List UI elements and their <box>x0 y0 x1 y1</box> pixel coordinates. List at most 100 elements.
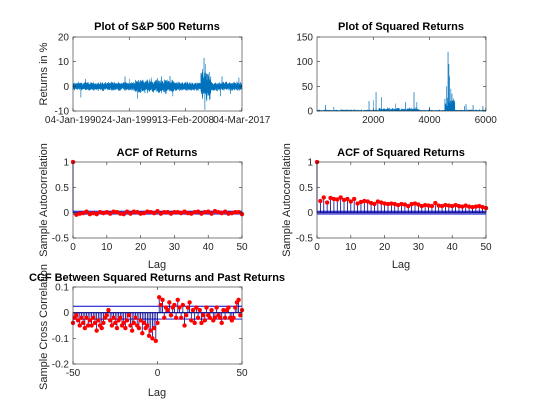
stem-marker <box>123 325 128 331</box>
stem-marker <box>156 295 162 300</box>
panel-returns-title: Plot of S&P 500 Returns <box>94 21 220 33</box>
stem-marker <box>121 320 126 326</box>
x-tick-label: 10 <box>345 242 357 253</box>
stem-marker <box>92 320 98 326</box>
x-tick-label: 04-Mar-2017 <box>213 115 271 126</box>
y-tick-label: 20 <box>58 33 70 44</box>
stem-marker <box>231 315 236 320</box>
stem-marker <box>205 209 211 214</box>
stem-marker <box>84 315 89 320</box>
y-tick-label: 100 <box>296 57 313 68</box>
stem-marker <box>129 328 135 333</box>
panel-squared-axes-box <box>316 36 487 112</box>
panel-acf-squared-xlabel: Lag <box>392 259 410 271</box>
stem-marker <box>433 200 438 206</box>
stem-marker <box>338 195 343 200</box>
stem-marker <box>104 313 110 318</box>
y-tick-label: 0 <box>63 82 69 93</box>
stem-marker <box>219 320 224 326</box>
stem-marker <box>165 307 170 313</box>
x-tick-label: 13-Feb-2008 <box>157 115 215 126</box>
y-tick-label: 0.5 <box>55 183 69 194</box>
stem-marker <box>175 297 180 303</box>
stem-marker <box>114 325 120 331</box>
stem-marker <box>190 307 196 313</box>
stem-marker <box>74 313 79 318</box>
stem-marker <box>91 315 96 320</box>
x-tick-label: 40 <box>203 242 215 253</box>
x-tick-label: -50 <box>66 368 81 379</box>
stem-marker <box>189 318 194 323</box>
x-tick-label: 6000 <box>475 115 498 126</box>
stem-marker <box>318 198 323 204</box>
y-tick-label: 10 <box>58 57 70 68</box>
x-tick-label: 04-Jan-1990 <box>45 115 102 126</box>
x-tick-label: 50 <box>236 368 248 379</box>
stem-marker <box>126 313 131 318</box>
stem-marker <box>233 305 238 310</box>
stem-marker <box>160 297 165 303</box>
stem-marker <box>155 320 160 326</box>
stem-marker <box>155 208 160 214</box>
y-tick-label: 0 <box>63 208 69 219</box>
y-tick-label: 0 <box>63 308 69 319</box>
y-tick-label: 0 <box>307 107 313 118</box>
stem-marker <box>199 320 204 326</box>
stem-marker <box>335 197 340 202</box>
panel-squared: Plot of Squared Returns 0 50 100 150 2000 400… <box>296 21 497 126</box>
panel-acf-returns: ACF of Returns Sample Autocorrelation La… <box>38 143 248 271</box>
stem-marker <box>148 328 153 333</box>
stem-marker <box>345 196 350 202</box>
stem-marker <box>178 315 184 320</box>
stem-marker <box>96 318 101 323</box>
stem-marker <box>184 313 189 318</box>
stem-marker <box>226 305 231 310</box>
stem-marker <box>136 325 142 331</box>
stem-marker <box>236 209 241 215</box>
stem-marker <box>195 209 201 214</box>
panel-ccf-title: CCF Between Squared Returns and Past Ret… <box>29 272 285 284</box>
x-tick-label: 0 <box>155 368 161 379</box>
stem-marker <box>222 315 228 320</box>
stem-marker <box>140 331 145 336</box>
y-tick-label: -0.5 <box>296 234 314 245</box>
stem-marker <box>106 307 111 313</box>
stem-marker <box>82 325 88 331</box>
stem-marker <box>124 318 130 323</box>
stem-marker <box>172 302 177 308</box>
stem-marker <box>209 307 214 313</box>
panel-squared-title: Plot of Squared Returns <box>338 21 464 33</box>
panel-acf-returns-xlabel: Lag <box>148 259 166 271</box>
stem-marker <box>204 305 209 310</box>
stem-marker <box>84 209 89 214</box>
stem-marker <box>214 305 219 310</box>
panel-acf-squared-axes-box <box>316 161 487 239</box>
stem-marker <box>209 211 214 216</box>
x-tick-label: 24-Jan-1999 <box>101 115 158 126</box>
stem-marker <box>121 211 126 217</box>
panel-returns-ylabel: Returns in % <box>38 42 50 105</box>
y-tick-label: 1 <box>63 158 69 169</box>
stem-marker <box>194 305 199 310</box>
stem-marker <box>195 315 201 320</box>
stem-marker <box>111 315 116 320</box>
y-tick-label: -10 <box>55 107 70 118</box>
panel-acf-squared-title: ACF of Squared Returns <box>337 147 465 159</box>
x-tick-label: 20 <box>379 242 391 253</box>
stem-marker <box>113 320 118 326</box>
panel-returns: Plot of S&P 500 Returns Returns in % -10… <box>38 21 271 126</box>
panel-acf-squared-ylabel: Sample Autocorrelation <box>281 143 293 257</box>
stem-marker <box>212 315 218 320</box>
stem-marker <box>185 305 191 310</box>
x-tick-label: 4000 <box>418 115 441 126</box>
stem-marker <box>141 320 147 326</box>
stem-marker <box>207 315 213 320</box>
stem-marker <box>372 201 377 207</box>
panel-ccf-xlabel: Lag <box>148 387 166 399</box>
stem-marker <box>89 323 94 328</box>
stem-marker <box>406 203 411 209</box>
stem-marker <box>158 302 164 308</box>
stem-marker <box>99 325 104 331</box>
